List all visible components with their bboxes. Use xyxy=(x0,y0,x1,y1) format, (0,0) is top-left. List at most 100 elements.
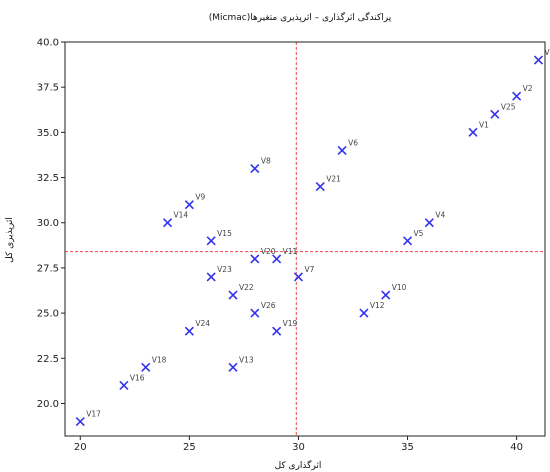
point-label: V16 xyxy=(130,373,145,382)
x-marker xyxy=(381,290,391,300)
point-label: V9 xyxy=(195,193,205,202)
point-label: V10 xyxy=(392,283,407,292)
point-label: V6 xyxy=(348,138,358,147)
axis-ticks: 20 25 30 35 40 20.0 22.5 25.0 27.5 30.0 32.5 35.0 37… xyxy=(37,38,523,454)
x-marker xyxy=(206,272,216,282)
data-point-v25: V25 xyxy=(490,102,516,119)
data-point-v17: V17 xyxy=(75,410,101,427)
x-marker xyxy=(293,272,304,282)
data-point-v18: V18 xyxy=(141,355,167,372)
x-marker xyxy=(490,109,500,119)
x-marker xyxy=(315,182,325,192)
x-marker xyxy=(424,218,434,228)
point-label: V1 xyxy=(479,120,489,129)
point-label: V4 xyxy=(435,211,445,220)
x-marker xyxy=(468,127,478,137)
x-tick-label: 30 xyxy=(292,442,305,453)
y-tick-label: 32.5 xyxy=(37,173,59,184)
chart-title: پراکندگی اثرگذاری – اثرپذیری متغیرها(Mic… xyxy=(209,11,392,23)
point-label: V19 xyxy=(283,319,298,328)
x-marker xyxy=(359,308,369,318)
reference-lines xyxy=(65,42,545,436)
data-point-v13: V13 xyxy=(228,355,254,372)
data-point-v19: V19 xyxy=(272,319,298,336)
point-label: V20 xyxy=(261,247,276,256)
x-marker xyxy=(228,362,238,372)
y-tick-label: 20.0 xyxy=(37,399,59,410)
data-point-v4: V4 xyxy=(424,211,445,228)
x-marker xyxy=(250,254,260,264)
x-tick-label: 35 xyxy=(401,442,414,453)
y-tick-label: 30.0 xyxy=(37,218,59,229)
data-point-v20: V20 xyxy=(250,247,276,264)
data-point-v24: V24 xyxy=(184,319,210,336)
data-point-v2: V2 xyxy=(512,84,533,101)
point-label: V7 xyxy=(304,265,314,274)
data-point-v15: V15 xyxy=(206,229,232,246)
y-tick-label: 25.0 xyxy=(37,309,59,320)
data-point-v3: V3 xyxy=(533,48,550,65)
x-marker xyxy=(75,416,85,427)
point-label: V18 xyxy=(152,355,167,364)
x-tick-label: 20 xyxy=(74,442,87,453)
data-point-v1: V1 xyxy=(468,120,489,137)
data-point-v22: V22 xyxy=(228,283,254,300)
data-point-v7: V7 xyxy=(293,265,315,282)
data-point-v6: V6 xyxy=(337,138,358,156)
x-marker xyxy=(272,326,282,336)
data-point-v26: V26 xyxy=(250,301,276,318)
y-axis-label: اثرپذیری کل xyxy=(5,217,15,263)
data-point-v5: V5 xyxy=(402,229,424,246)
x-marker xyxy=(533,55,544,65)
x-marker xyxy=(119,380,129,390)
point-label: V2 xyxy=(523,84,533,93)
point-label: V11 xyxy=(283,247,298,256)
x-marker xyxy=(250,163,260,174)
point-label: V23 xyxy=(217,265,232,274)
y-tick-label: 22.5 xyxy=(37,354,59,365)
point-label: V12 xyxy=(370,301,385,310)
y-tick-label: 37.5 xyxy=(37,83,59,94)
data-point-v11: V11 xyxy=(272,247,298,264)
x-marker xyxy=(206,236,216,246)
x-marker xyxy=(402,236,413,246)
point-label: V17 xyxy=(86,410,101,419)
x-tick-label: 25 xyxy=(183,442,196,453)
y-tick-label: 27.5 xyxy=(37,263,59,274)
plot-frame xyxy=(64,41,546,437)
point-label: V15 xyxy=(217,229,232,238)
point-label: V26 xyxy=(261,301,276,310)
point-label: V24 xyxy=(195,319,210,328)
x-marker xyxy=(250,308,260,318)
data-point-v21: V21 xyxy=(315,175,341,192)
x-marker xyxy=(337,145,347,156)
y-tick-label: 35.0 xyxy=(37,128,59,139)
point-label: V21 xyxy=(326,175,341,184)
x-marker xyxy=(184,326,194,336)
data-point-v9: V9 xyxy=(184,193,205,210)
data-point-v10: V10 xyxy=(381,283,407,300)
point-label: V14 xyxy=(174,211,189,220)
x-marker xyxy=(162,218,173,228)
x-axis-label: اثرگذاری کل xyxy=(275,459,322,471)
point-label: V13 xyxy=(239,355,254,364)
x-marker xyxy=(184,200,194,210)
data-points: V1 V2 V3 V4 V5 V6 V7 V8 V9 V10 V11 V12 V13 V14 V15 V16 V… xyxy=(75,48,550,427)
point-label: V22 xyxy=(239,283,254,292)
data-point-v12: V12 xyxy=(359,301,385,318)
y-tick-label: 40.0 xyxy=(37,38,59,49)
data-point-v16: V16 xyxy=(119,373,145,390)
point-label: V5 xyxy=(414,229,424,238)
x-marker xyxy=(272,254,282,264)
point-label: V25 xyxy=(501,102,516,111)
x-tick-label: 40 xyxy=(510,442,523,453)
point-label: V8 xyxy=(261,157,271,166)
x-marker xyxy=(228,290,238,300)
x-marker xyxy=(512,91,522,101)
data-point-v23: V23 xyxy=(206,265,232,282)
point-label: V3 xyxy=(544,48,550,57)
x-marker xyxy=(141,362,151,372)
data-point-v14: V14 xyxy=(162,211,189,228)
